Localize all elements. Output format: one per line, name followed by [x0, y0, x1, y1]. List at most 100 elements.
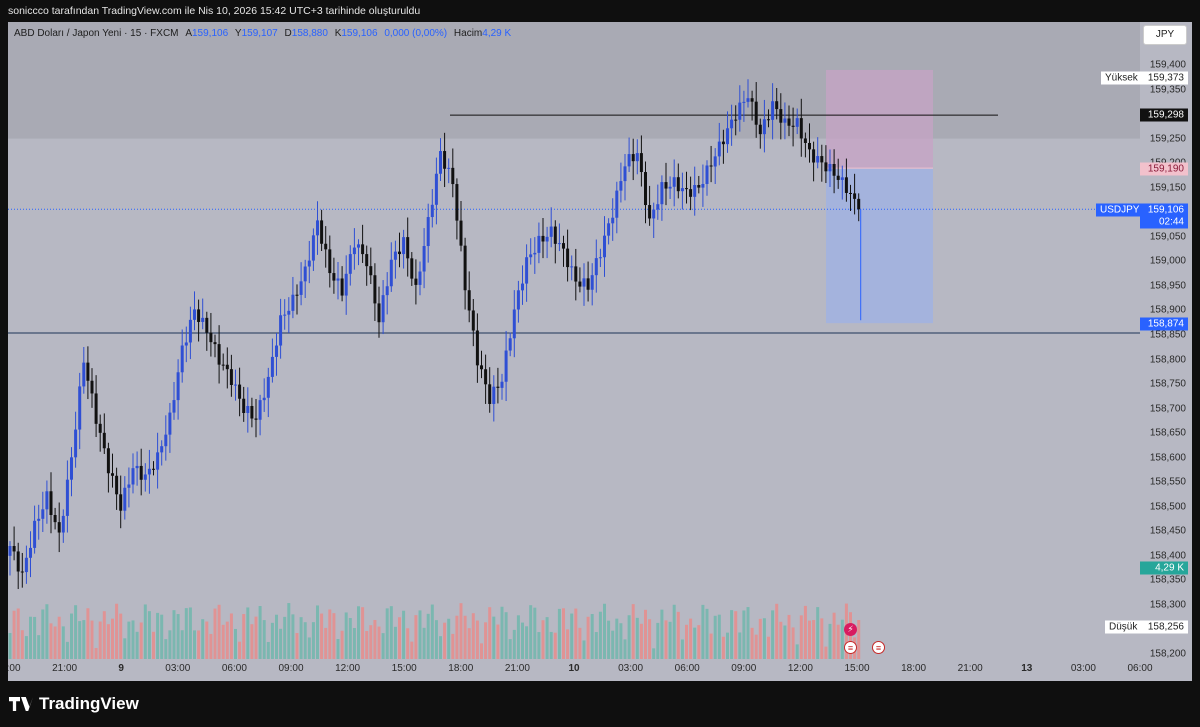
candle-body: [529, 254, 533, 258]
legend-change: 0,000 (0,00%): [384, 28, 448, 39]
volume-bar: [213, 608, 217, 659]
candle-body: [566, 248, 570, 268]
volume-bar: [820, 618, 824, 659]
candle-body: [771, 101, 775, 120]
volume-bar: [578, 627, 582, 659]
volume-bar: [463, 615, 467, 659]
candle-body: [139, 465, 143, 480]
candle-body: [496, 386, 500, 388]
volume-bar: [90, 620, 94, 659]
volume-bar: [738, 632, 742, 659]
volume-bar: [78, 621, 82, 659]
volume-bar: [98, 621, 102, 659]
volume-bar: [49, 623, 53, 659]
volume-bar: [168, 630, 172, 659]
candle-body: [426, 217, 430, 247]
us-flag-icon[interactable]: ≡: [872, 641, 885, 654]
chart-frame[interactable]: ABD Doları / Japon Yeni · 15 · FXCM A159…: [8, 22, 1192, 681]
volume-bar: [344, 612, 348, 659]
volume-bar: [373, 619, 377, 659]
candle-body: [57, 522, 61, 533]
price-tick: 158,600: [1149, 452, 1186, 464]
volume-bar: [545, 617, 549, 659]
volume-bar: [648, 619, 652, 659]
volume-bar: [754, 634, 758, 659]
volume-bar: [94, 647, 98, 659]
time-tick: 03:00: [1070, 663, 1096, 674]
candle-body: [340, 278, 344, 296]
candle-body: [217, 344, 221, 365]
candle-body: [525, 257, 529, 284]
candle-body: [20, 571, 24, 573]
price-tick: 159,400: [1149, 59, 1186, 71]
candle-body: [734, 119, 738, 121]
candle-body: [205, 317, 209, 333]
volume-bar: [697, 625, 701, 659]
candle-body: [24, 557, 28, 573]
price-tick: 158,200: [1149, 648, 1186, 660]
candle-body: [439, 151, 442, 174]
volume-bar: [201, 619, 205, 659]
candle-body: [750, 98, 754, 102]
volume-bar: [726, 632, 729, 659]
us-flag-icon[interactable]: ≡: [844, 641, 857, 654]
candle-body: [799, 118, 803, 139]
time-tick: 13: [1021, 663, 1033, 674]
candle-body: [471, 310, 475, 331]
candle-body: [447, 167, 451, 169]
candle-body: [29, 547, 32, 558]
volume-bar: [291, 614, 295, 659]
candle-body: [262, 397, 266, 401]
candle-body: [443, 151, 447, 169]
candle-body: [816, 156, 820, 163]
price-tick: 159,350: [1149, 84, 1186, 96]
price-chart[interactable]: [8, 22, 1192, 681]
candle-body: [840, 177, 844, 180]
time-tick: 15:00: [391, 663, 417, 674]
candle-body: [82, 362, 86, 387]
volume-bar: [381, 633, 385, 659]
candle-body: [639, 153, 643, 173]
volume-bar: [111, 618, 114, 659]
volume-bar: [352, 627, 356, 659]
candle-body: [664, 182, 668, 189]
candle-body: [365, 254, 369, 267]
volume-bar: [193, 630, 196, 659]
currency-button[interactable]: JPY: [1143, 25, 1187, 45]
volume-bar: [82, 620, 86, 659]
volume-bar: [611, 630, 615, 659]
volume-bar: [361, 607, 365, 659]
candle-body: [86, 362, 90, 381]
candle-body: [369, 266, 373, 276]
volume-bar: [86, 608, 90, 659]
volume-bar: [668, 621, 672, 659]
candle-body: [701, 183, 705, 188]
volume-bar: [348, 618, 352, 659]
time-axis[interactable]: 18:00 21:00 9 03:00 06:00 09:00 12:00 15:00 18:0…: [8, 659, 1153, 679]
candle-body: [131, 468, 135, 485]
volume-bar: [644, 609, 647, 659]
candle-body: [521, 283, 524, 291]
lightning-icon[interactable]: ⚡: [844, 623, 857, 636]
volume-bar: [816, 607, 820, 659]
volume-bar: [57, 616, 61, 659]
volume-bar: [430, 604, 434, 659]
volume-bar: [176, 614, 180, 659]
volume-bar: [164, 639, 168, 659]
low-label: Düşük: [1105, 620, 1142, 634]
volume-bar: [279, 628, 283, 659]
candle-body: [611, 217, 615, 224]
tradingview-logo[interactable]: TradingView: [9, 694, 139, 714]
candle-body: [828, 163, 832, 172]
target-price-tag: 159,190: [1140, 162, 1188, 176]
volume-bar: [750, 627, 754, 659]
time-tick: 06:00: [1127, 663, 1153, 674]
candle-body: [238, 384, 242, 399]
candle-body: [361, 244, 365, 255]
volume-bar: [549, 631, 553, 659]
legend-open-value: 159,106: [191, 28, 229, 39]
target-zone: [826, 168, 933, 324]
candle-body: [430, 204, 434, 218]
candle-body: [299, 281, 303, 295]
candle-body: [615, 190, 619, 218]
